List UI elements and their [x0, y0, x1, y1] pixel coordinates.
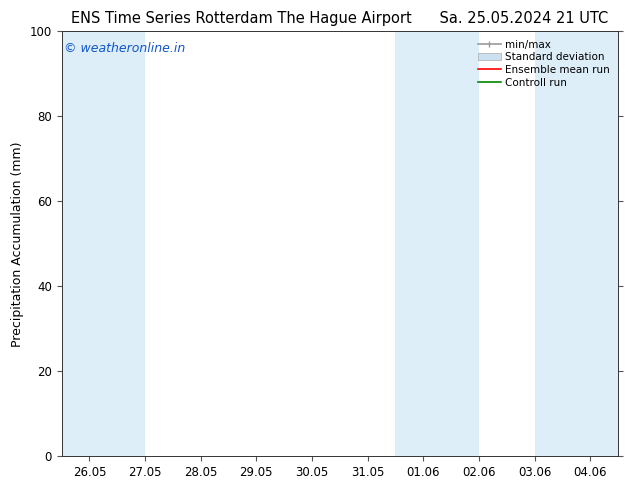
- Text: © weatheronline.in: © weatheronline.in: [65, 42, 186, 55]
- Title: ENS Time Series Rotterdam The Hague Airport      Sa. 25.05.2024 21 UTC: ENS Time Series Rotterdam The Hague Airp…: [71, 11, 609, 26]
- Bar: [534, 31, 618, 456]
- Bar: [61, 31, 145, 456]
- Bar: [396, 31, 479, 456]
- Legend: min/max, Standard deviation, Ensemble mean run, Controll run: min/max, Standard deviation, Ensemble me…: [475, 37, 613, 91]
- Y-axis label: Precipitation Accumulation (mm): Precipitation Accumulation (mm): [11, 141, 24, 346]
